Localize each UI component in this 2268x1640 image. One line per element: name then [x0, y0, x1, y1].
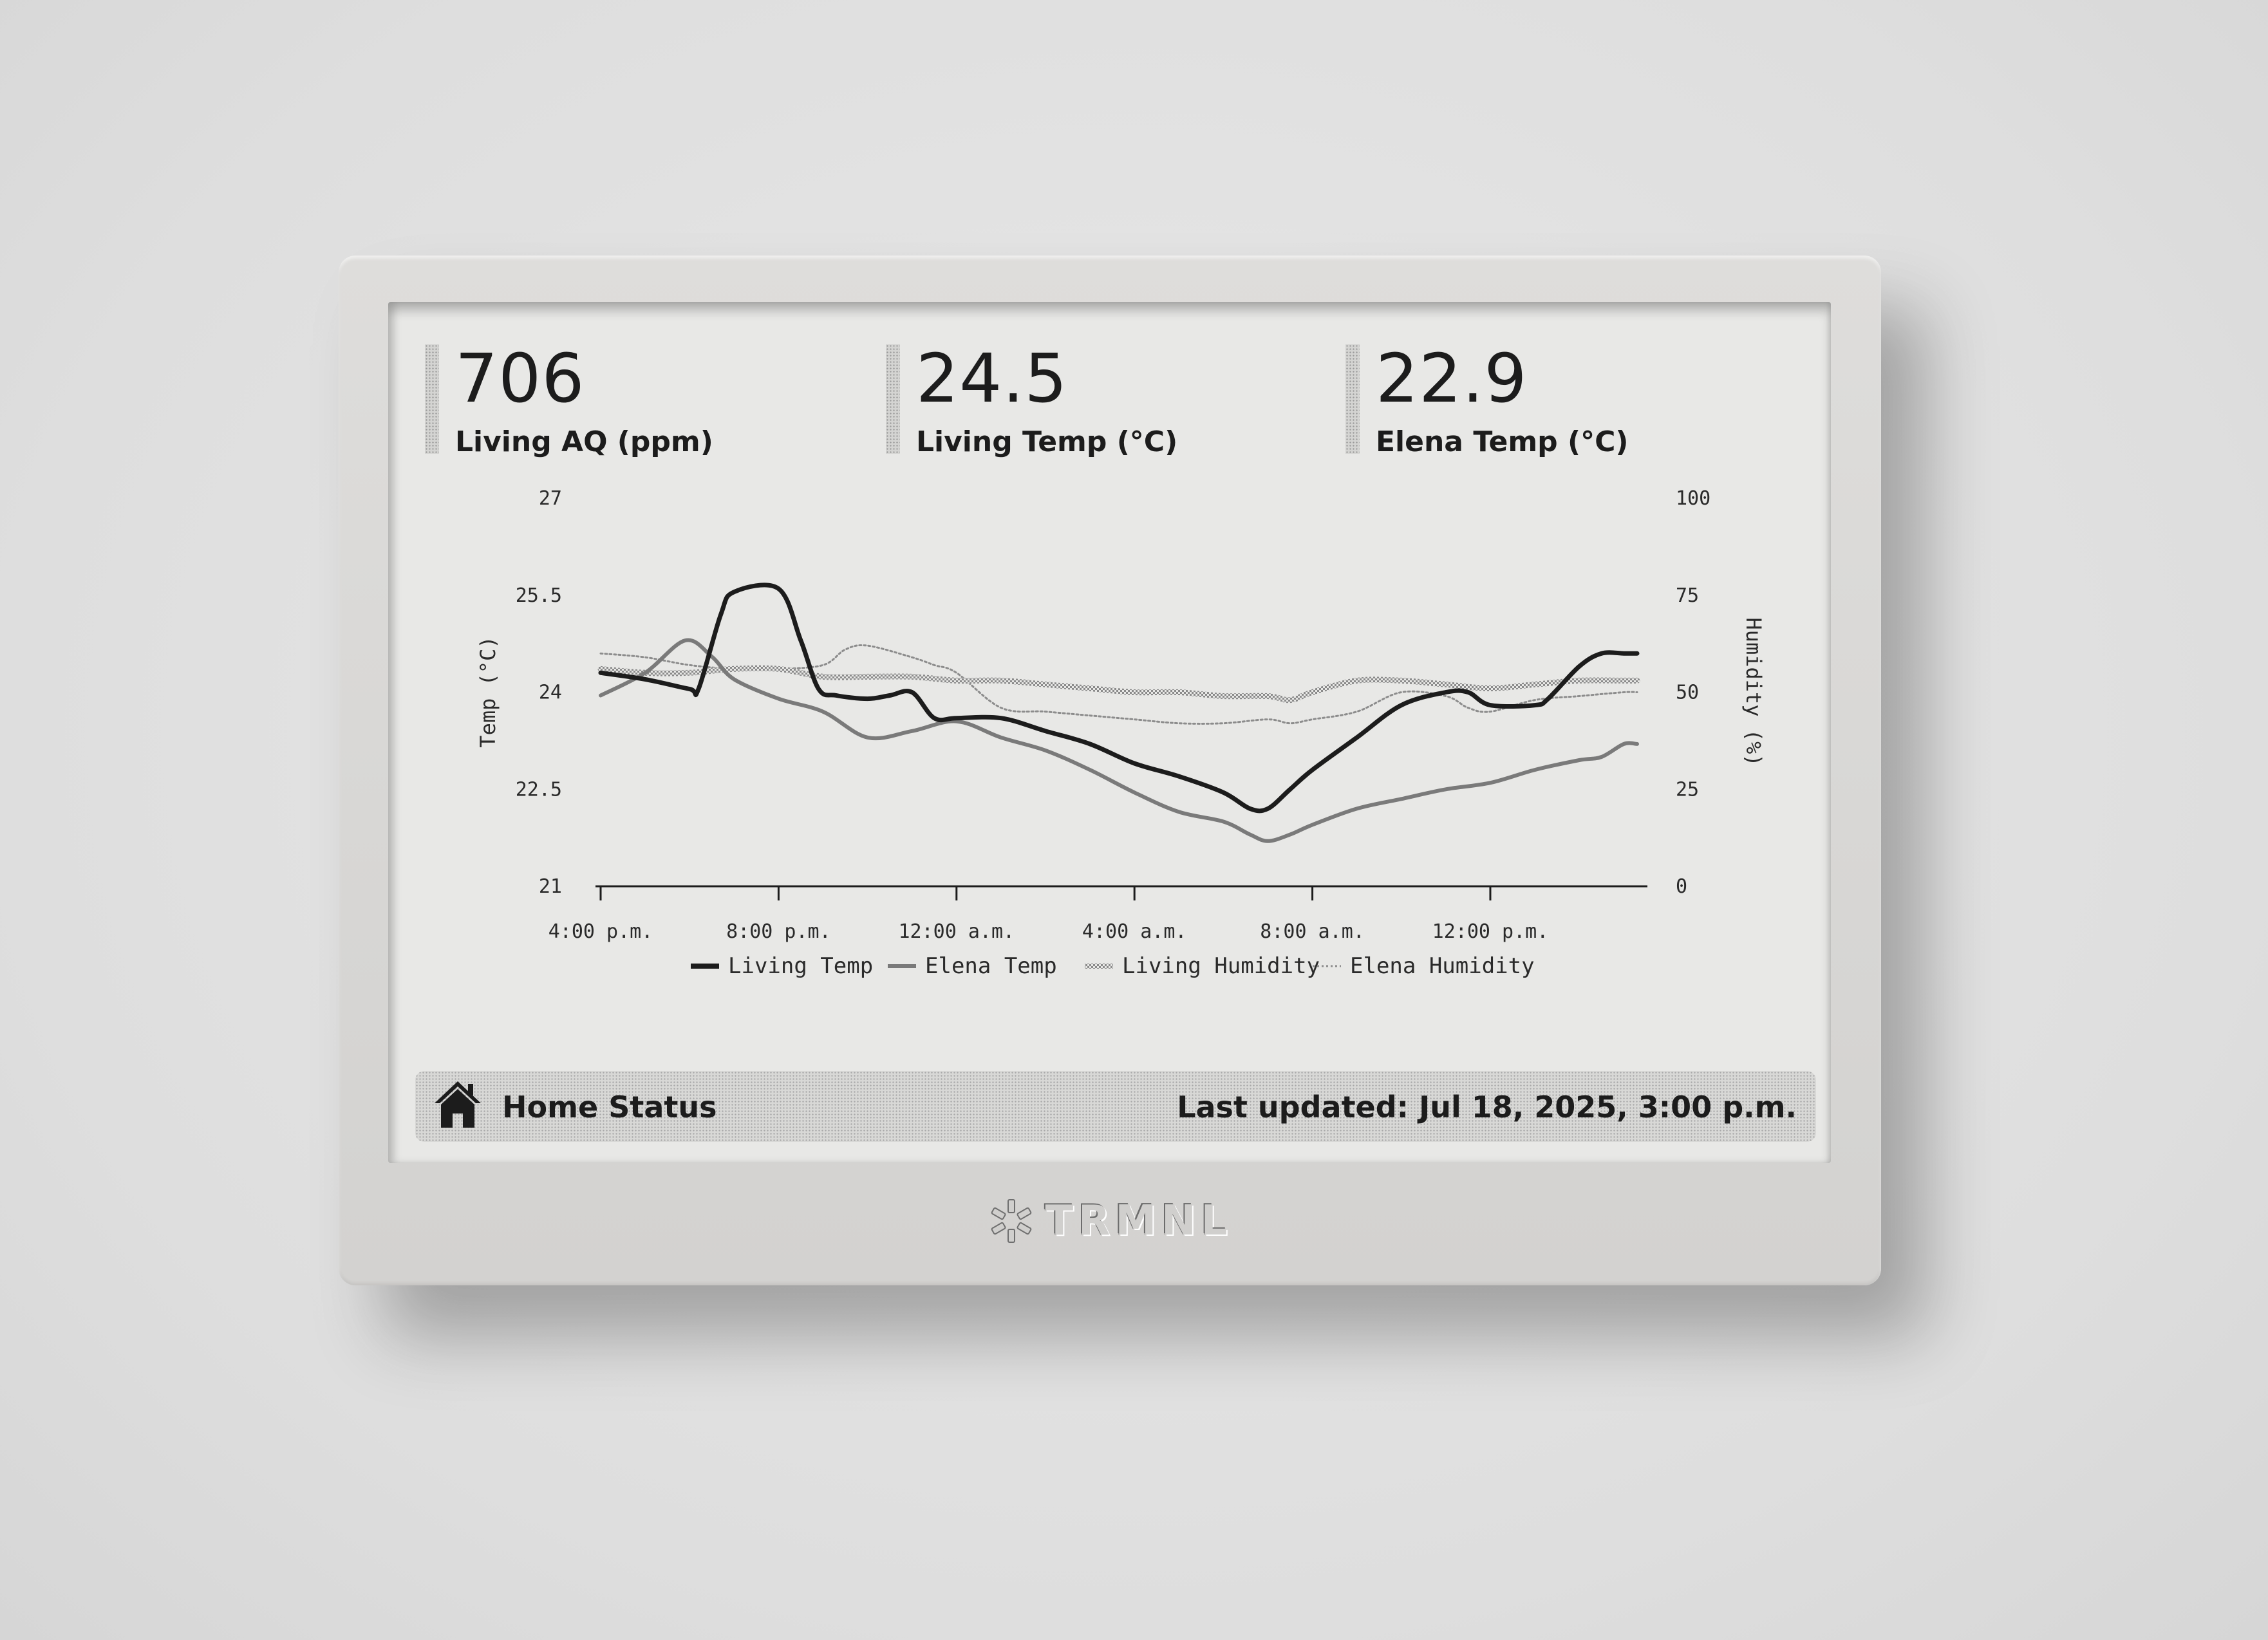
x-tick-label: 4:00 p.m.	[548, 920, 653, 943]
y-tick-label: 27	[539, 487, 562, 510]
legend-item: Elena Humidity	[1313, 953, 1535, 979]
legend-label: Elena Temp	[925, 953, 1057, 979]
title-bar: Home Status Last updated: Jul 18, 2025, …	[415, 1071, 1816, 1142]
eink-screen: 706 Living AQ (ppm) 24.5 Living Temp (°C…	[388, 302, 1831, 1163]
chart-ticks-layer: 27 25.5 24 22.5 21 100 75 50 25 0 Temp (°C) Humidit…	[476, 487, 1766, 943]
series-line-living-humidity	[597, 665, 1640, 704]
y2-tick-label: 0	[1676, 875, 1687, 898]
last-updated-text: Last updated: Jul 18, 2025, 3:00 p.m.	[1177, 1090, 1797, 1124]
legend-item: Elena Temp	[888, 953, 1057, 979]
y2-tick-label: 50	[1676, 682, 1699, 704]
legend-label: Elena Humidity	[1350, 953, 1535, 979]
metric-accent-bar	[425, 344, 439, 454]
series-line-elena-temp	[599, 638, 1639, 843]
metric-accent-bar	[1345, 344, 1360, 454]
y-tick-label: 22.5	[516, 778, 562, 801]
x-tick-label: 12:00 p.m.	[1432, 920, 1549, 943]
x-tick-label: 12:00 a.m.	[898, 920, 1015, 943]
y-tick-label: 25.5	[516, 584, 562, 607]
y2-tick-label: 75	[1676, 584, 1699, 607]
legend-item: Living Humidity	[1085, 953, 1320, 979]
chart-legend: Living Temp Elena Temp Living Humidity Elen…	[691, 953, 1535, 979]
metric-label: Living AQ (ppm)	[455, 425, 713, 458]
app-title: Home Status	[502, 1090, 717, 1124]
metric-value: 22.9	[1376, 339, 1528, 418]
legend-label: Living Temp	[728, 953, 873, 979]
trmnl-logo-icon	[991, 1199, 1031, 1243]
legend-label: Living Humidity	[1122, 953, 1320, 979]
y-tick-label: 21	[539, 875, 562, 898]
brand-logo: TRMNL	[339, 1195, 1881, 1247]
y2-tick-label: 100	[1676, 487, 1710, 510]
series-line-elena-humidity	[599, 644, 1638, 725]
legend-item: Living Temp	[691, 953, 873, 979]
chart-series-layer	[597, 582, 1640, 843]
series-line-living-temp	[598, 582, 1640, 814]
y2-axis-title: Humidity (%)	[1741, 617, 1766, 766]
metric-accent-bar	[886, 344, 900, 454]
brand-name: TRMNL	[1045, 1197, 1233, 1245]
x-tick-label: 8:00 a.m.	[1260, 920, 1365, 943]
home-icon	[435, 1081, 481, 1128]
temperature-humidity-chart: 27 25.5 24 22.5 21 100 75 50 25 0 Temp (°C) Humidit…	[476, 487, 1766, 979]
metric-value: 24.5	[916, 339, 1068, 418]
x-tick-label: 8:00 p.m.	[726, 920, 831, 943]
x-tick-label: 4:00 a.m.	[1082, 920, 1187, 943]
metric-label: Living Temp (°C)	[916, 425, 1178, 458]
y-tick-label: 24	[539, 682, 562, 704]
y2-tick-label: 25	[1676, 778, 1699, 801]
trmnl-device: 706 Living AQ (ppm) 24.5 Living Temp (°C…	[339, 256, 1881, 1285]
y-axis-title: Temp (°C)	[476, 636, 500, 747]
metric-label: Elena Temp (°C)	[1376, 425, 1629, 458]
metric-value: 706	[455, 339, 585, 418]
